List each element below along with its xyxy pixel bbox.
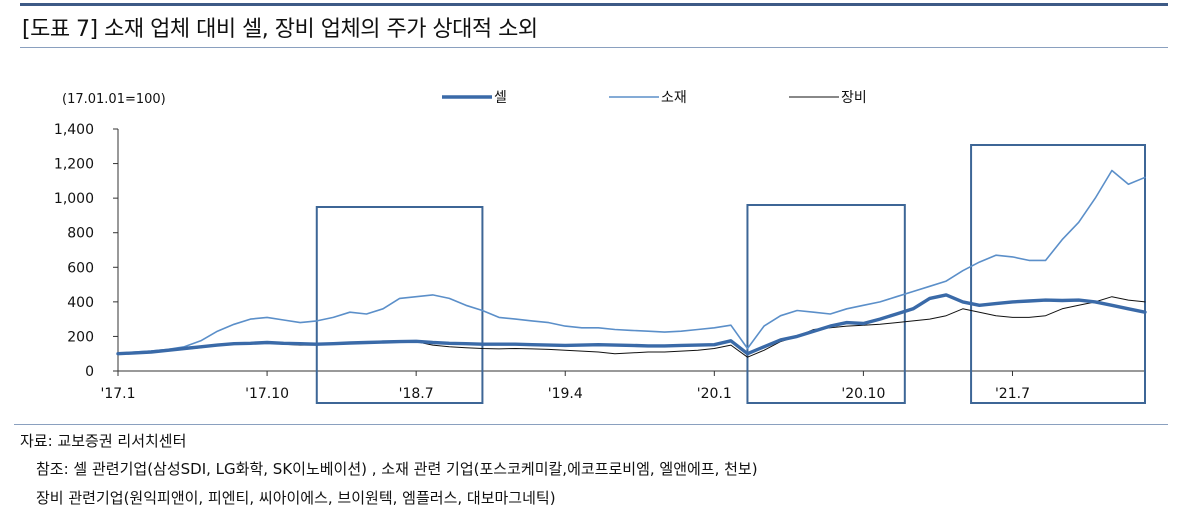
y-tick-label: 200: [67, 329, 94, 345]
y-tick-label: 1,400: [54, 122, 94, 138]
x-tick-label: '18.7: [399, 386, 434, 402]
line-chart: (17.01.01=100) 셀 소재 장비 0 200 400 600 800 1,00…: [54, 90, 1147, 404]
y-tick-label: 600: [67, 260, 94, 276]
x-tick-label: '19.4: [548, 386, 583, 402]
reference-note-line2: 장비 관련기업(원익피앤이, 피엔티, 씨아이에스, 브이원텍, 엠플러스, 대…: [36, 489, 556, 507]
top-rule: [20, 3, 1168, 6]
series-line: [117, 169, 1146, 355]
highlight-box: [970, 144, 1146, 404]
legend-label-material: 소재: [661, 90, 687, 106]
highlight-box: [746, 204, 906, 404]
footer-rule: [14, 424, 1168, 425]
y-tick-label: 0: [85, 364, 94, 380]
legend-label-equipment: 장비: [841, 90, 867, 106]
y-tick-label: 400: [67, 295, 94, 311]
x-tick-label: '17.10: [245, 386, 289, 402]
y-tick-label: 800: [67, 226, 94, 242]
highlight-box: [315, 206, 484, 404]
y-tick-label: 1,200: [54, 157, 94, 173]
unit-note: (17.01.01=100): [62, 92, 166, 107]
title-rule: [20, 47, 1168, 48]
source-note: 자료: 교보증권 리서치센터: [20, 432, 187, 450]
legend: 셀 소재 장비: [442, 90, 867, 106]
x-tick-label: '20.1: [697, 386, 732, 402]
page-title: [도표 7] 소재 업체 대비 셀, 장비 업체의 주가 상대적 소외: [22, 17, 538, 42]
legend-label-cell: 셀: [494, 90, 507, 106]
reference-note-line1: 참조: 셀 관련기업(삼성SDI, LG화학, SK이노베이션) , 소재 관련…: [36, 460, 758, 478]
x-tick-label: '17.1: [100, 386, 135, 402]
series-line: [116, 293, 1147, 356]
x-tick-label: '21.7: [995, 386, 1030, 402]
y-tick-label: 1,000: [54, 191, 94, 207]
x-tick-label: '20.10: [841, 386, 885, 402]
